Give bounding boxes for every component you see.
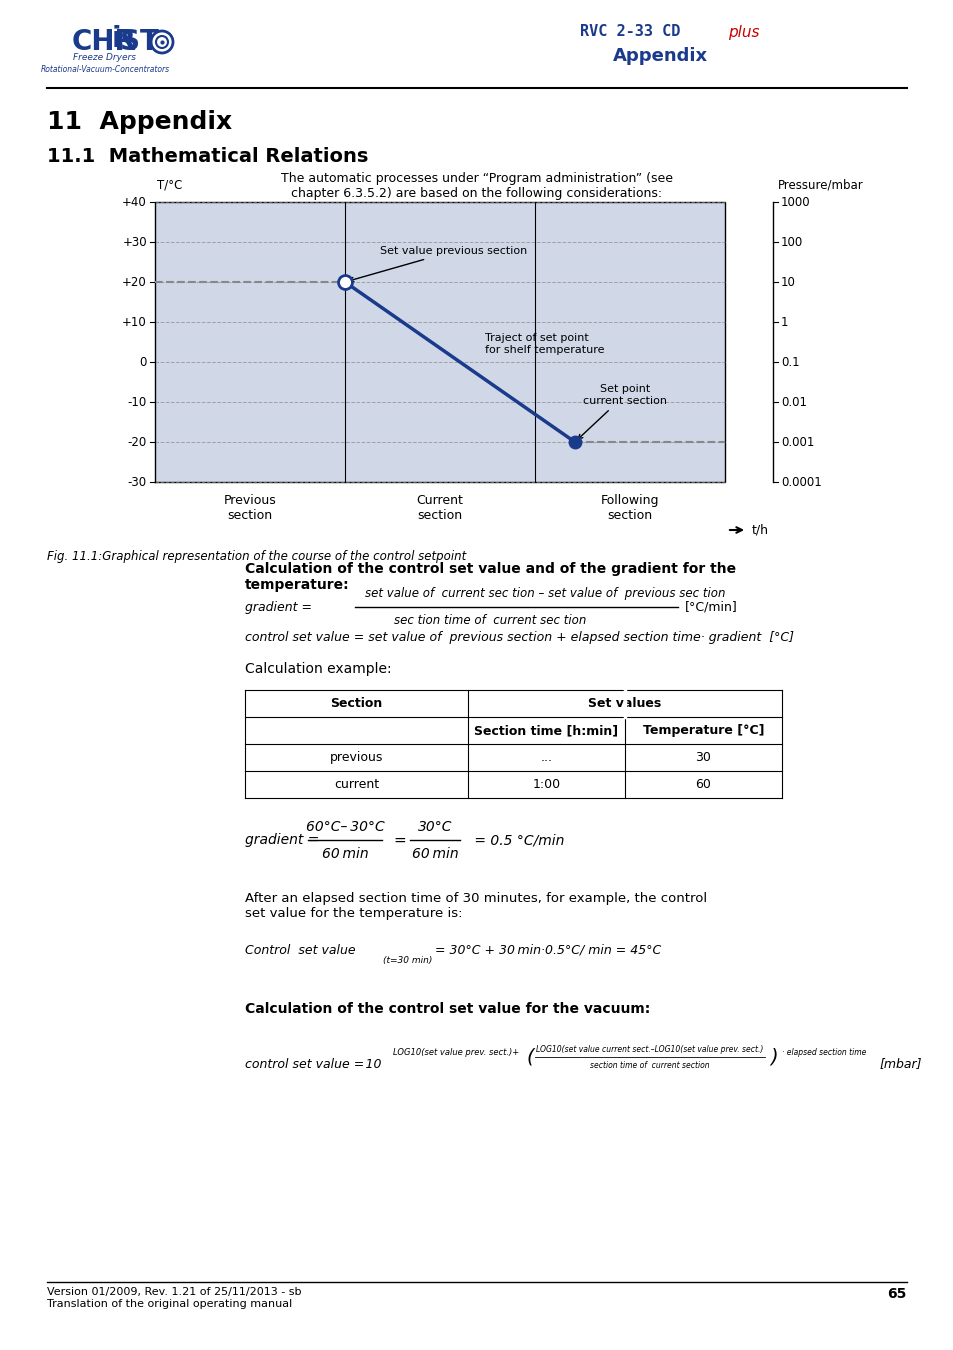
Text: (: ( [526, 1048, 534, 1067]
Text: Following
section: Following section [600, 494, 659, 522]
Text: ): ) [769, 1048, 777, 1067]
Text: Set values: Set values [588, 697, 661, 710]
Text: Rotational-Vacuum-Concentrators: Rotational-Vacuum-Concentrators [40, 66, 170, 74]
Text: -20: -20 [128, 436, 147, 448]
Text: 60: 60 [695, 778, 711, 791]
Text: -10: -10 [128, 396, 147, 409]
Text: 0.1: 0.1 [781, 355, 799, 369]
Text: CHR: CHR [71, 28, 136, 55]
Text: 1:00: 1:00 [532, 778, 560, 791]
Text: 30: 30 [695, 751, 711, 764]
Text: Section time [h:min]: Section time [h:min] [474, 724, 618, 737]
Text: Set point
current section: Set point current section [578, 385, 666, 439]
Text: gradient =: gradient = [245, 601, 312, 613]
Text: 30°C: 30°C [417, 819, 452, 834]
Text: RVC 2-33 CD: RVC 2-33 CD [579, 24, 689, 39]
Text: control set value = 10: control set value = 10 [245, 1057, 381, 1071]
Bar [154, 202, 724, 482]
Text: =: = [393, 833, 405, 848]
Text: i: i [112, 26, 121, 53]
Text: 100: 100 [781, 235, 802, 248]
Text: = 0.5 °C/min: = 0.5 °C/min [470, 833, 564, 846]
Text: 10: 10 [781, 275, 795, 289]
Text: · elapsed section time: · elapsed section time [781, 1048, 865, 1057]
Text: 0.001: 0.001 [781, 436, 814, 448]
Text: 11  Appendix: 11 Appendix [47, 109, 232, 134]
Text: 11.1  Mathematical Relations: 11.1 Mathematical Relations [47, 147, 368, 166]
Text: t/h: t/h [751, 524, 768, 536]
Text: 65: 65 [886, 1287, 906, 1301]
Text: 0: 0 [139, 355, 147, 369]
Text: LOG10(set value current sect.–LOG10(set value prev. sect.): LOG10(set value current sect.–LOG10(set … [536, 1045, 763, 1053]
Text: (t=30 min): (t=30 min) [382, 956, 432, 965]
Text: plus: plus [727, 24, 759, 39]
Text: Calculation of the control set value for the vacuum:: Calculation of the control set value for… [245, 1002, 650, 1017]
Text: 60 min: 60 min [412, 846, 457, 861]
Text: Temperature [°C]: Temperature [°C] [642, 724, 763, 737]
Text: The automatic processes under “Program administration” (see
chapter 6.3.5.2) are: The automatic processes under “Program a… [281, 171, 672, 200]
Text: 0.0001: 0.0001 [781, 475, 821, 489]
Text: Calculation of the control set value and of the gradient for the
temperature:: Calculation of the control set value and… [245, 562, 736, 593]
Text: [°C/min]: [°C/min] [684, 601, 737, 613]
Text: Version 01/2009, Rev. 1.21 of 25/11/2013 - sb
Translation of the original operat: Version 01/2009, Rev. 1.21 of 25/11/2013… [47, 1287, 301, 1308]
Text: 60°C– 30°C: 60°C– 30°C [305, 819, 384, 834]
Text: 1000: 1000 [781, 196, 810, 208]
Text: Current
section: Current section [416, 494, 463, 522]
Text: T/°C: T/°C [157, 180, 182, 192]
Text: set value of  current sec tion – set value of  previous sec tion: set value of current sec tion – set valu… [365, 587, 724, 601]
Text: current: current [334, 778, 378, 791]
Text: 60 min: 60 min [321, 846, 368, 861]
Text: [mbar]: [mbar] [879, 1057, 922, 1071]
Text: 0.01: 0.01 [781, 396, 806, 409]
Text: Freeze Dryers: Freeze Dryers [73, 54, 136, 62]
Text: -30: -30 [128, 475, 147, 489]
Text: +40: +40 [122, 196, 147, 208]
Text: ...: ... [540, 751, 552, 764]
Text: Traject of set point
for shelf temperature: Traject of set point for shelf temperatu… [484, 333, 604, 355]
Text: +10: +10 [122, 316, 147, 328]
Text: Section: Section [330, 697, 382, 710]
Text: After an elapsed section time of 30 minutes, for example, the control
set value : After an elapsed section time of 30 minu… [245, 892, 706, 919]
Text: gradient =: gradient = [245, 833, 319, 846]
Text: 1: 1 [781, 316, 788, 328]
Text: = 30°C + 30 min·0.5°C/ min = 45°C: = 30°C + 30 min·0.5°C/ min = 45°C [435, 944, 660, 957]
Text: Pressure/mbar: Pressure/mbar [778, 180, 862, 192]
Text: Previous
section: Previous section [223, 494, 276, 522]
Text: Calculation example:: Calculation example: [245, 662, 392, 676]
Text: Control  set value: Control set value [245, 944, 355, 957]
Text: Appendix: Appendix [612, 47, 707, 65]
Text: Set value previous section: Set value previous section [349, 246, 527, 282]
Text: previous: previous [330, 751, 383, 764]
Text: sec tion time of  current sec tion: sec tion time of current sec tion [394, 613, 585, 626]
Text: section time of  current section: section time of current section [590, 1061, 709, 1069]
Text: +20: +20 [122, 275, 147, 289]
Text: ST: ST [120, 28, 159, 55]
Text: Fig. 11.1:Graphical representation of the course of the control setpoint: Fig. 11.1:Graphical representation of th… [47, 549, 466, 563]
Text: control set value = set value of  previous section + elapsed section time· gradi: control set value = set value of previou… [245, 632, 793, 644]
Text: +30: +30 [122, 235, 147, 248]
Text: LOG10(set value prev. sect.)+: LOG10(set value prev. sect.)+ [393, 1048, 518, 1057]
